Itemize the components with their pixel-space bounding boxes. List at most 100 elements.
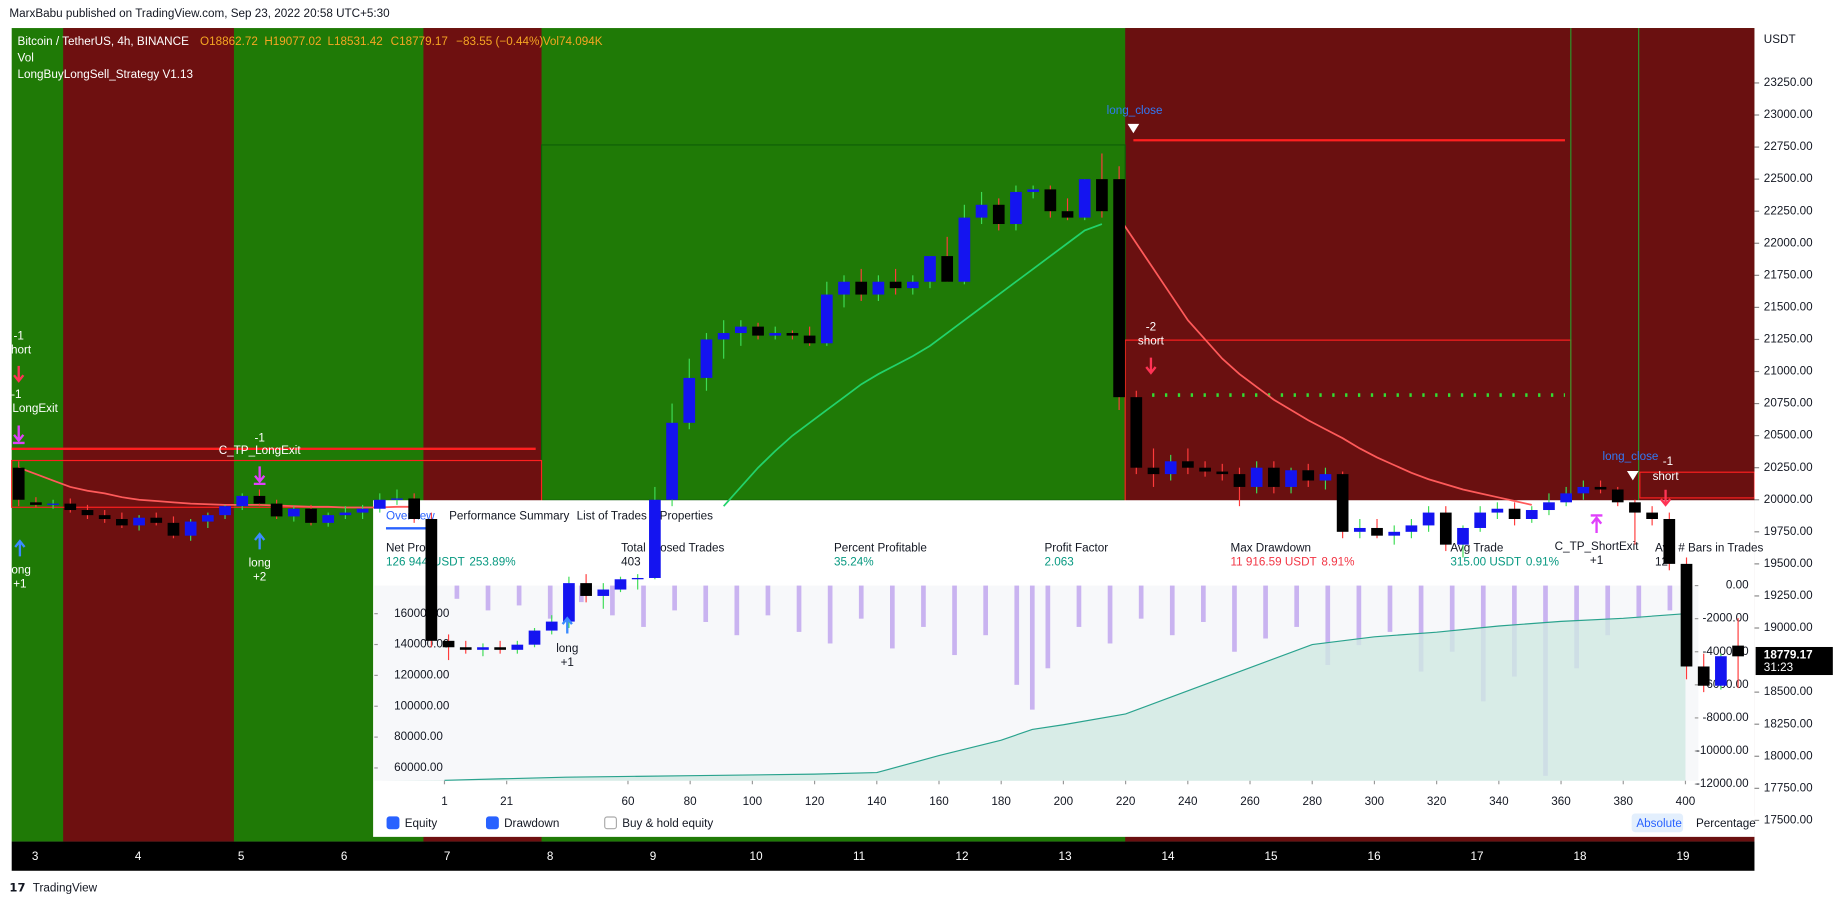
- metric-value: 126 944: [386, 555, 429, 568]
- trade-tick-label: 180: [991, 795, 1011, 808]
- toggle-label: Absolute: [1636, 817, 1682, 830]
- candle-body: [1113, 179, 1125, 398]
- signal-label: +1: [13, 578, 26, 591]
- candle-body: [116, 518, 128, 526]
- signal-label: long: [249, 556, 271, 569]
- drawdown-bar: [1294, 585, 1300, 627]
- candle-body: [992, 204, 1005, 225]
- close-marker: [1127, 123, 1140, 134]
- toggle-button[interactable]: [1631, 813, 1684, 833]
- candle-body: [1336, 474, 1349, 532]
- signal-label: long: [9, 563, 31, 576]
- checkbox-label: Buy & hold equity: [622, 817, 713, 830]
- moving-average: [1118, 217, 1532, 506]
- short-arrow: [1145, 357, 1157, 375]
- time-label: 6: [341, 850, 348, 863]
- candle-body: [838, 281, 850, 295]
- trade-tick-label: 300: [1365, 795, 1385, 808]
- equity-tick-label: 120000.00: [394, 668, 450, 681]
- short-arrow: [13, 365, 25, 383]
- candle-body: [391, 498, 403, 500]
- time-label: 16: [1368, 850, 1381, 863]
- drawdown-bar: [827, 585, 833, 644]
- ohlc-change: −83.55 (−0.44%): [456, 35, 543, 48]
- price-tick-label: 22000.00: [1764, 236, 1813, 249]
- drawdown-bar: [516, 585, 522, 606]
- candle-body: [150, 517, 163, 523]
- metric-value: 11 916.59 USDT: [1230, 555, 1316, 568]
- trade-tick-label: 400: [1676, 795, 1696, 808]
- trade-tick-label: 220: [1116, 795, 1136, 808]
- signal-label: short: [1653, 470, 1680, 483]
- drawdown-bar: [952, 585, 957, 656]
- toggle-button[interactable]: [1691, 813, 1755, 833]
- price-tick-label: 23250.00: [1764, 76, 1813, 89]
- price-tick-label: 20000.00: [1764, 493, 1813, 506]
- drawdown-bar: [610, 585, 615, 616]
- signal-label: -1: [254, 431, 264, 444]
- ohlc-low: L18531.42: [328, 35, 383, 48]
- trade-tick-label: 100: [743, 795, 763, 808]
- drawdown-bar: [703, 585, 709, 622]
- publish-info: MarxBabu published on TradingView.com, S…: [9, 7, 390, 20]
- metric-value: 2.063: [1044, 555, 1073, 568]
- metric-pct: 8.91%: [1321, 555, 1354, 568]
- price-tick-label: 22500.00: [1764, 172, 1813, 185]
- candle-body: [872, 281, 885, 295]
- drawdown-bar: [1667, 585, 1673, 611]
- candle-body: [1697, 666, 1710, 686]
- metric-label: Avg # Bars in Trades: [1655, 541, 1763, 554]
- price-tick-label: 19000.00: [1764, 621, 1813, 634]
- overlay: [12, 153, 1744, 693]
- drawdown-bar: [454, 585, 460, 599]
- candle-body: [12, 467, 25, 500]
- candle-body: [1715, 656, 1727, 686]
- countdown: 31:23: [1764, 661, 1793, 674]
- candle-body: [563, 583, 575, 622]
- metric-pct: 253.89%: [469, 555, 515, 568]
- metric-label: Max Drawdown: [1230, 541, 1311, 554]
- checkbox[interactable]: [386, 816, 400, 830]
- candle-body: [1285, 470, 1297, 487]
- trade-tick-label: 320: [1427, 795, 1447, 808]
- drawdown-bar: [983, 585, 988, 636]
- candle-body: [356, 508, 369, 513]
- checkbox[interactable]: [485, 816, 499, 830]
- drawdown-bar: [1029, 585, 1035, 710]
- candle-body: [1525, 510, 1538, 519]
- candle-body: [64, 503, 77, 511]
- candle-body: [528, 630, 541, 645]
- signal-label: -2: [1146, 320, 1156, 333]
- candle-body: [666, 422, 678, 500]
- candle-body: [1439, 512, 1452, 545]
- candle-body: [30, 502, 42, 505]
- candle-body: [941, 256, 954, 282]
- trade-tick-label: 360: [1551, 795, 1571, 808]
- candle-body: [1044, 189, 1057, 212]
- moving-average: [723, 223, 1103, 507]
- price-tick-label: 21500.00: [1764, 300, 1813, 313]
- trade-tick-label: 240: [1178, 795, 1198, 808]
- checkbox[interactable]: [604, 816, 617, 830]
- candle-body: [820, 294, 833, 344]
- drawdown-tick-label: 0.00: [1726, 579, 1749, 592]
- price-tick-label: 19750.00: [1764, 525, 1813, 538]
- signal-label: long_close: [1603, 450, 1659, 463]
- trade-tick-label: 380: [1613, 795, 1633, 808]
- candle-body: [631, 577, 644, 580]
- candle-body: [511, 644, 524, 650]
- price-tick-label: 23000.00: [1764, 108, 1813, 121]
- drawdown-bar: [1232, 585, 1237, 652]
- metric-unit: USDT: [433, 555, 465, 568]
- panel-tab: List of Trades: [577, 510, 647, 523]
- drawdown-bar: [485, 585, 491, 611]
- candle-body: [494, 647, 506, 650]
- logo-mark: 𝟭𝟳: [9, 881, 25, 894]
- close-marker: [1626, 471, 1639, 481]
- candle-body: [1611, 489, 1624, 503]
- candle-body: [906, 281, 919, 289]
- long-arrow: [14, 539, 26, 557]
- drawdown-bar: [1387, 585, 1393, 632]
- signal-label: C_TP_ShortExit: [1555, 540, 1640, 553]
- equity-tick-label: 80000.00: [394, 730, 443, 743]
